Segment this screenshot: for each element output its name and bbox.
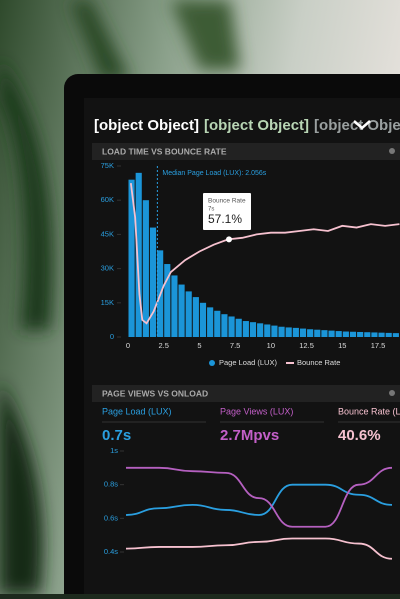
- bar: [178, 284, 185, 337]
- tooltip-box: [203, 193, 251, 230]
- stat-value: 40.6%: [338, 427, 381, 444]
- bar: [314, 329, 321, 337]
- bar: [292, 327, 299, 337]
- bar: [257, 323, 264, 337]
- x-tick-label: 0: [126, 341, 130, 350]
- bar: [149, 227, 157, 337]
- bar: [392, 333, 399, 337]
- series-line: [126, 466, 393, 528]
- legend-label: Bounce Rate: [297, 358, 340, 367]
- bar: [357, 331, 364, 337]
- y-tick-label: 0: [110, 332, 114, 341]
- bar: [199, 302, 207, 337]
- x-tick-label: 12.5: [299, 341, 314, 350]
- bar: [321, 330, 328, 337]
- bar: [271, 325, 278, 337]
- bar: [278, 326, 285, 337]
- y-tick-label: 30K: [101, 264, 114, 273]
- x-tick-label: 17.5: [371, 341, 386, 350]
- x-tick-label: 10: [267, 341, 275, 350]
- y-tick-label: 0.4s: [104, 547, 118, 556]
- bar: [164, 264, 171, 337]
- y-tick-label: 1s: [110, 446, 118, 455]
- annotation: Median Page Load (LUX): 2.056s: [162, 170, 266, 177]
- stat-label: Page Views (LUX): [220, 406, 293, 416]
- settings-icon[interactable]: [389, 148, 395, 154]
- panel-title: PAGE VIEWS VS ONLOAD: [102, 388, 208, 398]
- bar: [299, 328, 307, 337]
- y-tick-label: 60K: [101, 195, 114, 204]
- y-tick-label: 75K: [101, 161, 114, 170]
- bar: [264, 324, 271, 337]
- bar: [371, 332, 378, 337]
- bar: [171, 275, 178, 337]
- dashboard-title: [object Object] [object Object] [object Ob…: [94, 117, 400, 134]
- panel-title: LOAD TIME VS BOUNCE RATE: [102, 146, 227, 156]
- bar: [307, 329, 314, 337]
- bar: [364, 332, 371, 337]
- bar: [214, 310, 221, 337]
- bar: [185, 291, 192, 337]
- bar: [235, 318, 242, 337]
- plant: [0, 0, 240, 594]
- bar: [249, 322, 257, 337]
- stat-value: 2.7Mpvs: [220, 427, 279, 444]
- tooltip-title: Bounce Rate: [208, 198, 246, 205]
- stat-label: Bounce Rate (L: [338, 406, 400, 416]
- dropdown-chevron[interactable]: [353, 120, 371, 130]
- bar: [285, 327, 292, 337]
- settings-icon[interactable]: [389, 390, 395, 396]
- y-tick-label: 45K: [101, 229, 114, 238]
- bar: [342, 331, 349, 337]
- title-part: [object Object]: [314, 117, 400, 134]
- series-line: [125, 537, 393, 560]
- hover-point: [226, 236, 232, 243]
- y-tick-label: 0.8s: [104, 480, 118, 489]
- stat-value: 0.7s: [102, 427, 131, 444]
- title-part: [object Object]: [94, 117, 199, 134]
- bar: [335, 331, 342, 337]
- bar: [242, 321, 249, 337]
- bar: [142, 200, 149, 337]
- load-time-chart: LOAD TIME VS BOUNCE RATE 0 15K 30K 45K 60K 75K…: [101, 146, 400, 367]
- x-tick-label: 5: [197, 341, 201, 350]
- bar: [135, 172, 142, 337]
- y-tick-label: 15K: [101, 298, 114, 307]
- bar: [221, 314, 228, 337]
- tooltip-value: 57.1%: [208, 212, 242, 226]
- x-tick-label: 7.5: [230, 341, 240, 350]
- bar: [349, 331, 357, 337]
- bounce-line: [129, 182, 400, 325]
- panel-header: [92, 385, 400, 402]
- bar: [228, 316, 235, 337]
- bar: [378, 332, 385, 337]
- x-tick-label: 2.5: [158, 341, 168, 350]
- x-tick-label: 15: [338, 341, 346, 350]
- legend-swatch: [209, 360, 215, 366]
- title-part: [object Object]: [204, 117, 309, 134]
- page-views-chart: PAGE VIEWS VS ONLOAD Page Load (LUX) 0.7s P…: [102, 388, 400, 560]
- bar: [207, 307, 214, 337]
- panel-header: [92, 143, 400, 160]
- bar: [385, 332, 392, 337]
- bar: [192, 297, 199, 337]
- bar: [128, 179, 135, 337]
- bar: [328, 330, 335, 337]
- tooltip-label: 7s: [208, 207, 214, 213]
- legend-label: Page Load (LUX): [219, 358, 277, 367]
- y-tick-label: 0.6s: [104, 513, 118, 522]
- stat-label: Page Load (LUX): [102, 406, 172, 416]
